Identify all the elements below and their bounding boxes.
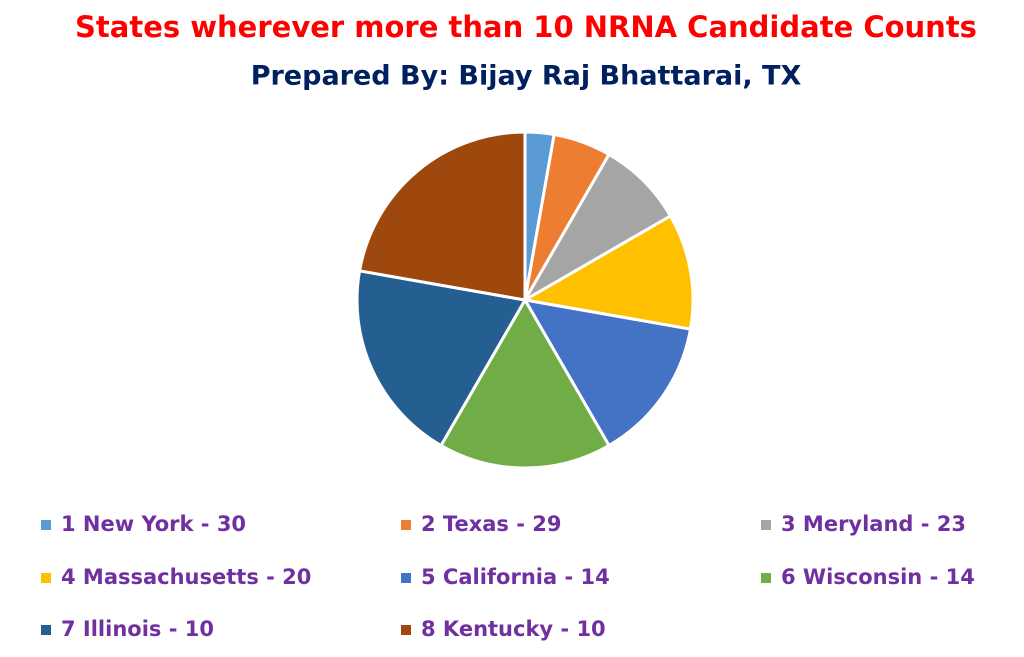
- legend-swatch: [401, 573, 411, 583]
- pie-slice: [357, 130, 527, 302]
- pie-slice: [522, 297, 693, 448]
- legend-swatch: [41, 573, 51, 583]
- legend-swatch: [761, 520, 771, 530]
- pie-slice: [438, 297, 612, 470]
- legend-swatch: [41, 625, 51, 635]
- pie-slice: [520, 213, 695, 331]
- legend-label: 3 Meryland - 23: [781, 512, 966, 536]
- legend-label: 6 Wisconsin - 14: [781, 565, 975, 589]
- chart-subtitle: Prepared By: Bijay Raj Bhattarai, TX: [251, 61, 802, 92]
- legend-label: 4 Massachusetts - 20: [61, 565, 311, 589]
- legend-swatch: [401, 520, 411, 530]
- legend-label: 8 Kentucky - 10: [421, 617, 606, 641]
- legend-label: 7 Illinois - 10: [61, 617, 214, 641]
- legend-label: 2 Texas - 29: [421, 512, 561, 536]
- legend-label: 5 California - 14: [421, 565, 610, 589]
- legend-swatch: [41, 520, 51, 530]
- pie-slice: [355, 269, 528, 448]
- legend-swatch: [401, 625, 411, 635]
- chart-title: States wherever more than 10 NRNA Candid…: [75, 10, 977, 44]
- legend-label: 1 New York - 30: [61, 512, 246, 536]
- legend-swatch: [761, 573, 771, 583]
- pie-slice: [520, 152, 673, 305]
